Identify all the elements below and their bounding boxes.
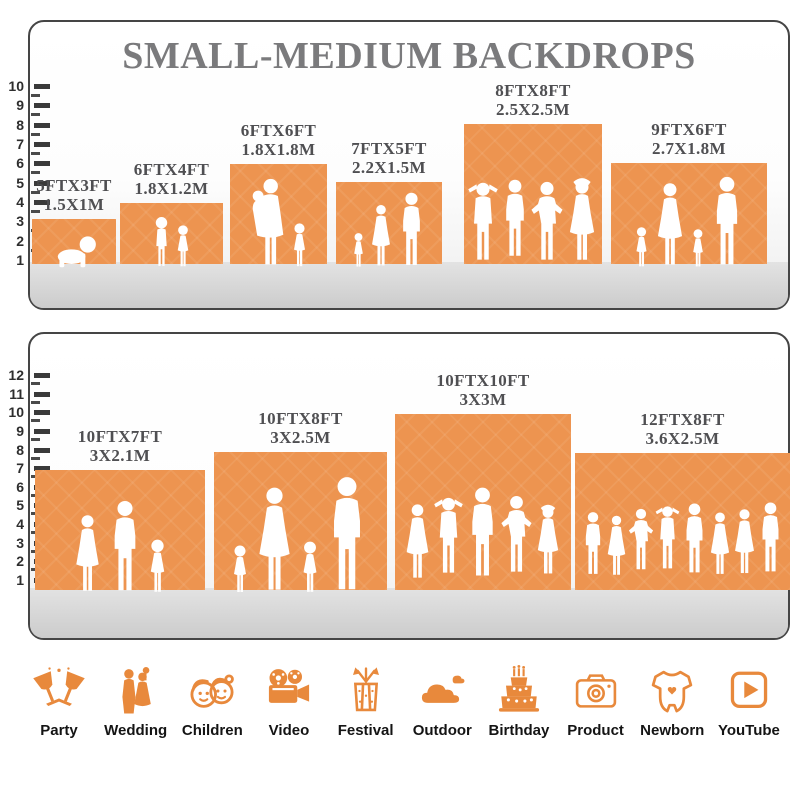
scale-tick-4: 4 (0, 516, 50, 534)
scale-tick-3: 3 (0, 213, 50, 232)
video-camera-icon (263, 664, 315, 718)
backdrop-size-label: 10FTX8FT 3X2.5M (258, 408, 343, 448)
birthday-cake-icon (493, 664, 545, 718)
scale-tick-6: 6 (0, 155, 50, 174)
category-label: Video (268, 722, 310, 739)
wedding-couple-icon (110, 664, 162, 718)
panel-medium-large: 12 11 10 9 8 7 6 5 4 3 2 1 10FTX7FT 3X2.… (8, 332, 790, 640)
scale-tick-8: 8 (0, 117, 50, 136)
scale-tick-4: 4 (0, 194, 50, 213)
backdrop-size-label: 10FTX7FT 3X2.1M (77, 426, 163, 466)
scale-tick-7: 7 (0, 460, 50, 478)
category-label: Festival (337, 722, 394, 739)
silhouette-five-adults (395, 472, 571, 594)
category-label: Children (181, 722, 243, 739)
backdrop-block-7x5: 7FTX5FT 2.2X1.5M (336, 139, 442, 264)
category-birthday: Birthday (482, 664, 556, 739)
silhouette-woman-man-girl (35, 500, 205, 594)
scale-tick-11: 11 (0, 386, 50, 404)
scale-tick-12: 12 (0, 367, 50, 385)
category-outdoor: Outdoor (405, 664, 479, 739)
backdrop-size-label: 12FTX8FT 3.6X2.5M (640, 409, 725, 449)
category-newborn: Newborn (635, 664, 709, 739)
scale-tick-9: 9 (0, 423, 50, 441)
scale-tick-10: 10 (0, 78, 50, 97)
scale-tick-1: 1 (0, 572, 50, 588)
scale-tick-2: 2 (0, 553, 50, 571)
backdrop-size-label: 6FTX6FT 1.8X1.8M (240, 120, 317, 160)
category-video: Video (252, 664, 326, 739)
backdrop-size-label: 7FTX5FT 2.2X1.5M (351, 138, 427, 178)
scale-tick-5: 5 (0, 175, 50, 194)
backdrop-size-label: 8FTX8FT 2.5X2.5M (495, 80, 571, 120)
backdrop-size-label: 5FTX3FT 1.5X1M (36, 175, 112, 215)
party-glasses-icon (33, 664, 85, 718)
category-wedding: Wedding (99, 664, 173, 739)
backdrop-block-10x7: 10FTX7FT 3X2.1M (35, 427, 205, 590)
scale-tick-1: 1 (0, 252, 50, 268)
category-label: Wedding (104, 722, 168, 739)
floor-strip (30, 588, 788, 638)
silhouette-crawling-baby (32, 234, 116, 268)
baby-onesie-icon (646, 664, 698, 718)
silhouette-family-of-three (336, 192, 442, 268)
backdrop-block-6x4: 6FTX4FT 1.8X1.2M (120, 160, 223, 264)
category-label: Birthday (488, 722, 550, 739)
category-product: Product (559, 664, 633, 739)
cloud-icon (416, 664, 468, 718)
silhouette-boy-and-girl (120, 216, 223, 268)
category-label: YouTube (717, 722, 780, 739)
category-festival: Festival (329, 664, 403, 739)
backdrop-size-label: 10FTX10FT 3X3M (436, 370, 530, 410)
category-youtube: YouTube (712, 664, 786, 739)
backdrop-size-label: 9FTX6FT 2.7X1.8M (651, 119, 727, 159)
silhouette-four-adults (464, 170, 602, 268)
category-label: Party (40, 722, 78, 739)
category-label: Newborn (640, 722, 705, 739)
scale-tick-10: 10 (0, 404, 50, 422)
category-party: Party (22, 664, 96, 739)
scale-tick-3: 3 (0, 535, 50, 553)
backdrop-block-10x8: 10FTX8FT 3X2.5M (214, 409, 387, 590)
backdrop-block-12x8: 12FTX8FT 3.6X2.5M (575, 410, 790, 590)
scale-tick-6: 6 (0, 479, 50, 497)
play-button-icon (723, 664, 775, 718)
scale-tick-5: 5 (0, 497, 50, 515)
silhouette-group-of-eight (575, 482, 790, 594)
silhouette-family-of-four (214, 476, 387, 594)
scale-tick-9: 9 (0, 97, 50, 116)
category-label: Product (567, 722, 624, 739)
scale-tick-2: 2 (0, 233, 50, 252)
category-children: Children (175, 664, 249, 739)
gift-box-icon (340, 664, 392, 718)
scale-tick-8: 8 (0, 442, 50, 460)
backdrop-block-8x8: 8FTX8FT 2.5X2.5M (464, 81, 602, 264)
backdrop-block-5x3: 5FTX3FT 1.5X1M (32, 176, 116, 264)
page-title: SMALL-MEDIUM BACKDROPS (122, 35, 696, 77)
children-faces-icon (186, 664, 238, 718)
category-label: Outdoor (412, 722, 472, 739)
panel-small-medium: SMALL-MEDIUM BACKDROPS 10 9 8 7 6 5 4 3 … (8, 20, 790, 310)
scale-tick-7: 7 (0, 136, 50, 155)
backdrop-block-9x6: 9FTX6FT 2.7X1.8M (611, 120, 767, 264)
silhouette-family-of-four (611, 176, 767, 268)
backdrop-size-label: 6FTX4FT 1.8X1.2M (133, 159, 210, 199)
silhouette-mother-and-girl (230, 178, 327, 268)
backdrop-block-10x10: 10FTX10FT 3X3M (395, 371, 571, 590)
category-row: Party Wedding (22, 664, 786, 739)
photo-camera-icon (570, 664, 622, 718)
backdrop-block-6x6: 6FTX6FT 1.8X1.8M (230, 121, 327, 264)
floor-strip (30, 262, 788, 308)
